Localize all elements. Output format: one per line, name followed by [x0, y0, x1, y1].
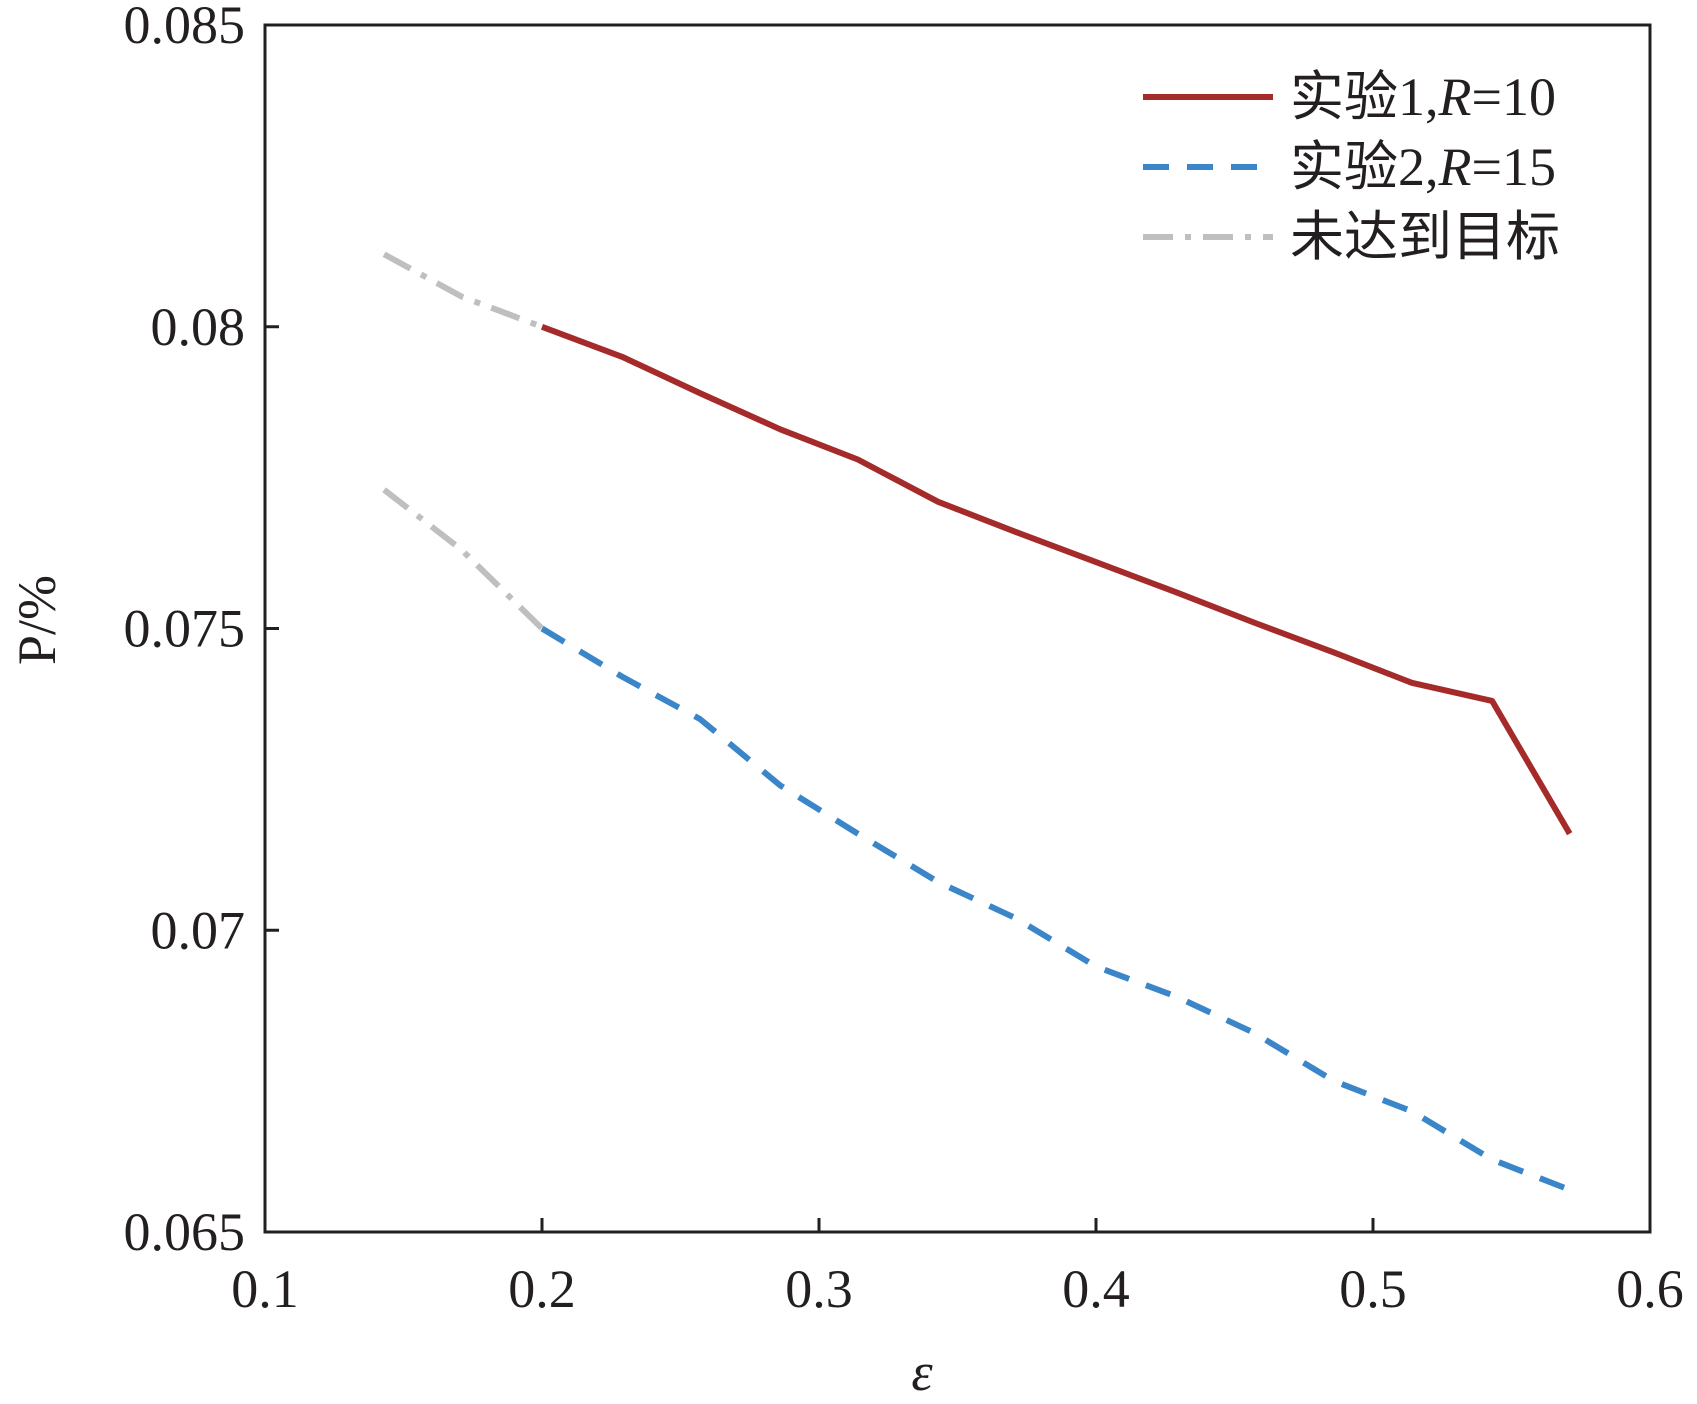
axis-tick-labels: 0.1 0.2 0.3 0.4 0.5 0.6 0.065 0.07 0.075 0.08 0.08… [124, 0, 1684, 1319]
legend-label-part: R [1438, 67, 1472, 127]
y-tick-label: 0.08 [151, 297, 246, 357]
y-tick-label: 0.075 [124, 599, 246, 659]
y-axis-title: P/% [7, 575, 67, 665]
x-axis-title: ε [911, 1342, 933, 1402]
legend-label: 实验2,R=15 [1290, 137, 1556, 197]
series-1-line [540, 323, 1573, 836]
legend-label-part: R [1438, 137, 1472, 197]
series-3-segment-1-line [382, 251, 544, 330]
legend-label-part: =10 [1472, 67, 1556, 127]
y-tick-label: 0.085 [124, 0, 246, 55]
series-3-segment-2-line [382, 487, 545, 631]
legend-label: 未达到目标 [1290, 207, 1560, 267]
axis-ticks [263, 23, 1652, 1234]
series-2-line [540, 625, 1571, 1193]
x-tick-label: 0.6 [1616, 1259, 1684, 1319]
x-tick-label: 0.4 [1062, 1259, 1130, 1319]
series-layer [382, 251, 1573, 1193]
x-tick-label: 0.3 [785, 1259, 853, 1319]
legend-label: 实验1,R=10 [1290, 67, 1556, 127]
legend-label-part: =15 [1472, 137, 1556, 197]
legend-label-part: 实验2, [1290, 137, 1439, 197]
x-tick-label: 0.2 [508, 1259, 576, 1319]
y-tick-label: 0.07 [151, 900, 246, 960]
x-tick-label: 0.1 [231, 1259, 299, 1319]
x-tick-label: 0.5 [1339, 1259, 1407, 1319]
legend-label-part: 实验1, [1290, 67, 1439, 127]
y-tick-label: 0.065 [124, 1202, 246, 1262]
legend-label-part: 未达到目标 [1290, 207, 1560, 267]
